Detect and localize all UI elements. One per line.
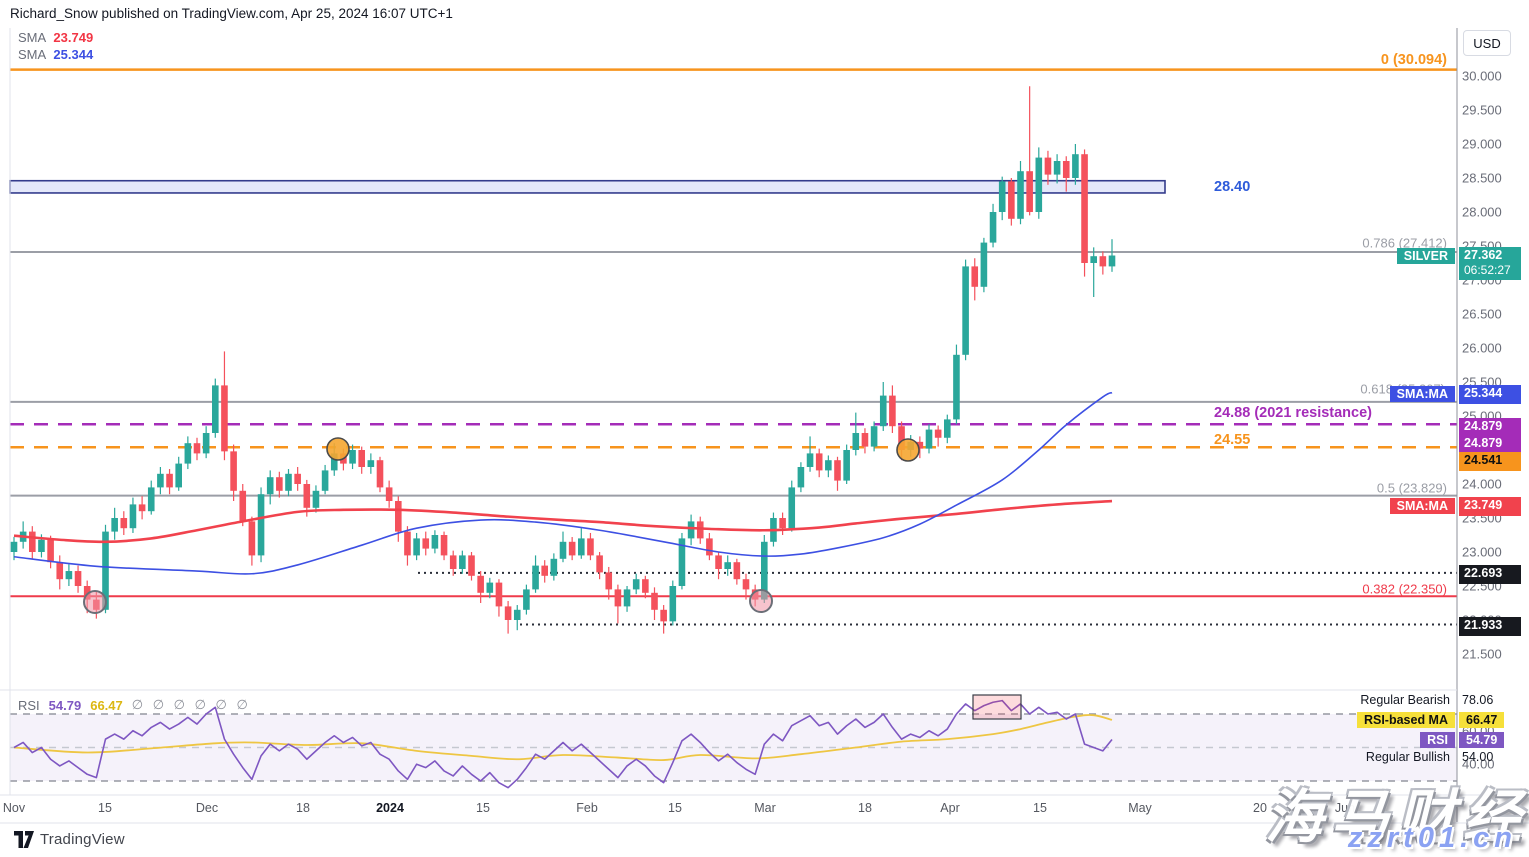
- countdown-timer: 06:52:27: [1464, 263, 1511, 277]
- pink-circle-marker: [749, 589, 773, 613]
- price-badge-level-21933: 21.933: [1459, 617, 1521, 636]
- time-label-Feb: Feb: [576, 801, 598, 815]
- time-label-Dec: Dec: [195, 801, 219, 815]
- price-badge-value: 21.933: [1464, 618, 1503, 632]
- price-badge-value: 23.749: [1464, 498, 1503, 512]
- price-tick-28.000: 28.000: [1462, 204, 1502, 220]
- pink-circle-marker: [83, 590, 107, 614]
- time-label-Mar: Mar: [754, 801, 776, 815]
- time-label-Nov: Nov: [2, 801, 26, 815]
- price-badge-purple-2: 24.879: [1459, 435, 1521, 454]
- rsi-scale-value-regular-bullish: 54.00: [1462, 750, 1494, 764]
- rsi-scale-value-rsi: 54.79: [1459, 732, 1505, 748]
- price-tick-26.000: 26.000: [1462, 340, 1502, 356]
- price-badge-value: 27.362: [1464, 248, 1503, 262]
- price-badge-sma-slow: 25.344: [1459, 385, 1521, 404]
- candlesticks: [10, 86, 1116, 634]
- price-tick-23.000: 23.000: [1462, 544, 1502, 560]
- rsi-tick-40.00: 40.00: [1462, 756, 1495, 772]
- price-tick-28.500: 28.500: [1462, 170, 1502, 186]
- time-label-2024: 2024: [376, 801, 404, 815]
- rsi-ma-line: [13, 714, 1113, 762]
- time-label-15: 15: [476, 801, 490, 815]
- time-label-Apr: Apr: [940, 801, 960, 815]
- time-label-15: 15: [98, 801, 112, 815]
- rsi-divergence-box: [972, 694, 1022, 720]
- tradingview-brand-text[interactable]: TradingView: [40, 831, 125, 848]
- time-label-18: 18: [858, 801, 872, 815]
- time-label-May: May: [1128, 801, 1152, 815]
- price-badge-purple-1: 24.879: [1459, 418, 1521, 437]
- price-tick-29.000: 29.000: [1462, 136, 1502, 152]
- sma-fast-line: [13, 499, 1113, 544]
- time-label-18: 18: [296, 801, 310, 815]
- time-label-15: 15: [1033, 801, 1047, 815]
- price-badge-silver: 27.362 06:52:27: [1459, 247, 1521, 280]
- price-tick-29.500: 29.500: [1462, 102, 1502, 118]
- price-badge-value: 24.879: [1464, 419, 1503, 433]
- price-tick-24.000: 24.000: [1462, 476, 1502, 492]
- price-tick-26.500: 26.500: [1462, 306, 1502, 322]
- time-label-Jun: Jun: [1334, 801, 1356, 815]
- price-badge-value: 22.693: [1464, 566, 1503, 580]
- time-label-20: 20: [1253, 801, 1267, 815]
- rsi-band-fill: [10, 714, 1457, 781]
- price-badge-value: 24.879: [1464, 436, 1503, 450]
- price-badge-value: 24.541: [1464, 453, 1503, 467]
- price-badge-sma-fast: 23.749: [1459, 497, 1521, 516]
- orange-circle-marker: [896, 438, 920, 462]
- resistance-band-2840: [9, 179, 1166, 194]
- time-label-15: 15: [668, 801, 682, 815]
- sma-slow-line: [13, 391, 1113, 575]
- price-badge-level-22693: 22.693: [1459, 565, 1521, 584]
- rsi-line: [13, 699, 1113, 789]
- price-badge-orange: 24.541: [1459, 452, 1521, 471]
- price-badge-value: 25.344: [1464, 386, 1503, 400]
- rsi-scale-value-rsi-ma: 66.47: [1459, 712, 1505, 728]
- currency-unit-button[interactable]: USD: [1463, 30, 1511, 56]
- price-tick-21.500: 21.500: [1462, 646, 1502, 662]
- orange-circle-marker: [326, 437, 350, 461]
- price-tick-30.000: 30.000: [1462, 68, 1502, 84]
- rsi-scale-value-regular-bearish: 78.06: [1462, 693, 1494, 707]
